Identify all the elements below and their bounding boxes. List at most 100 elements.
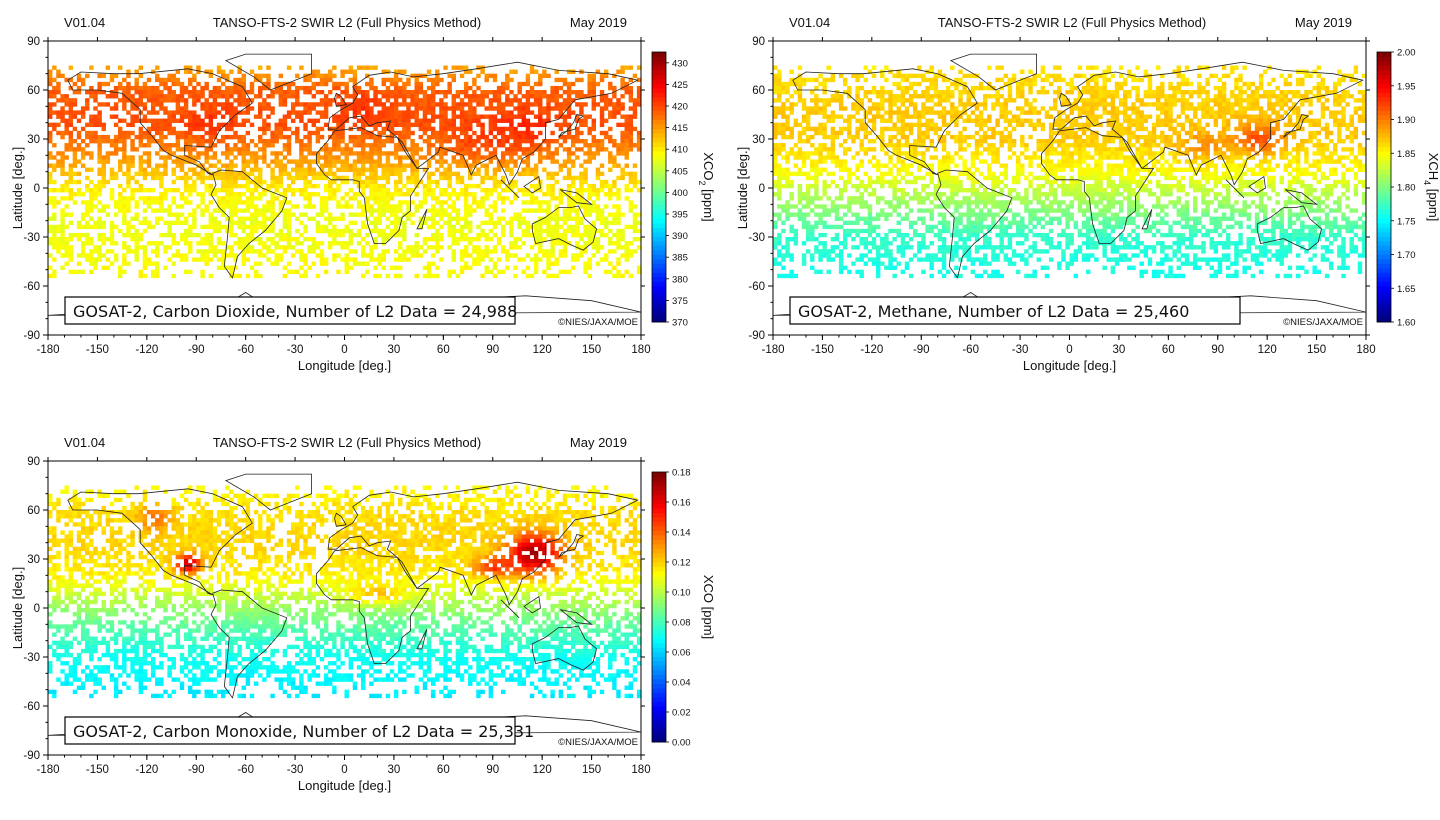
data-cell [443,123,447,127]
data-cell [373,164,377,168]
data-cell [130,217,134,221]
data-cell [913,102,917,106]
data-cell [456,106,460,110]
data-cell [242,155,246,159]
data-cell [435,237,439,241]
data-cell [213,90,217,94]
data-cell [406,127,410,131]
data-cell [52,164,56,168]
data-cell [192,90,196,94]
data-cell [106,237,110,241]
data-cell [1156,94,1160,98]
data-cell [480,221,484,225]
data-cell [1041,78,1045,82]
data-cell [394,192,398,196]
data-cell [509,115,513,119]
data-cell [583,119,587,123]
data-cell [192,86,196,90]
data-cell [192,233,196,237]
data-cell [596,151,600,155]
data-cell [419,123,423,127]
data-cell [340,127,344,131]
data-cell [316,82,320,86]
data-cell [480,274,484,278]
data-cell [196,66,200,70]
data-cell [262,204,266,208]
data-cell [571,266,575,270]
data-cell [151,110,155,114]
data-cell [1020,82,1024,86]
data-cell [303,176,307,180]
data-cell [439,217,443,221]
colorbar-segment [652,147,666,152]
data-cell [616,176,620,180]
data-cell [324,115,328,119]
data-cell [534,115,538,119]
data-cell [60,74,64,78]
data-cell [415,78,419,82]
data-cell [349,229,353,233]
data-cell [480,143,484,147]
data-cell [316,184,320,188]
data-cell [901,94,905,98]
data-cell [431,204,435,208]
data-cell [439,135,443,139]
data-cell [184,241,188,245]
data-cell [567,184,571,188]
date-label: May 2019 [570,15,627,30]
data-cell [480,200,484,204]
data-cell [550,131,554,135]
data-cell [892,98,896,102]
x-tick-label: -60 [237,344,254,356]
data-cell [353,143,357,147]
data-cell [460,253,464,257]
data-cell [472,192,476,196]
data-cell [262,143,266,147]
data-cell [254,225,258,229]
data-cell [443,139,447,143]
data-cell [192,221,196,225]
data-cell [485,188,489,192]
data-cell [509,127,513,131]
data-cell [798,82,802,86]
data-cell [48,200,52,204]
data-cell [435,184,439,188]
data-cell [1094,86,1098,90]
data-cell [122,270,126,274]
data-cell [340,196,344,200]
data-cell [52,168,56,172]
data-cell [188,176,192,180]
data-cell [324,106,328,110]
data-cell [126,225,130,229]
data-cell [415,233,419,237]
data-cell [365,184,369,188]
data-cell [291,180,295,184]
data-cell [192,225,196,229]
data-cell [1098,94,1102,98]
data-cell [217,66,221,70]
data-cell [176,82,180,86]
data-cell [291,131,295,135]
data-cell [316,229,320,233]
data-cell [69,188,73,192]
data-cell [1107,66,1111,70]
data-cell [299,274,303,278]
data-cell [423,123,427,127]
data-cell [1300,94,1304,98]
data-cell [468,155,472,159]
data-cell [1024,98,1028,102]
data-cell [394,147,398,151]
data-cell [592,184,596,188]
data-cell [377,98,381,102]
colorbar-segment [652,160,666,165]
data-cell [390,164,394,168]
data-cell [427,164,431,168]
data-cell [447,164,451,168]
data-cell [307,180,311,184]
data-cell [373,90,377,94]
data-cell [373,196,377,200]
data-cell [147,143,151,147]
data-cell [250,86,254,90]
data-cell [501,135,505,139]
